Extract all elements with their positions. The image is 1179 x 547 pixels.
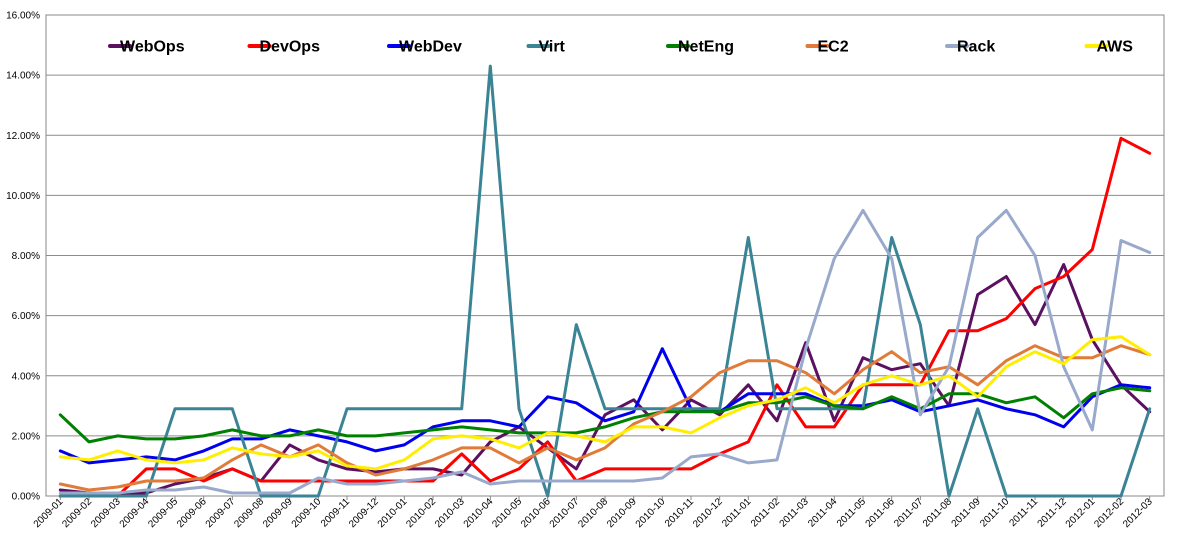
- legend-label-devops: DevOps: [260, 39, 321, 56]
- y-tick-label: 10.00%: [6, 191, 40, 202]
- x-tick-label: 2011-03: [778, 496, 812, 530]
- x-tick-label: 2011-09: [950, 496, 984, 530]
- legend-label-neteng: NetEng: [678, 39, 734, 56]
- x-tick-label: 2011-10: [978, 496, 1012, 530]
- x-tick-label: 2009-04: [118, 496, 152, 530]
- x-tick-label: 2010-08: [576, 496, 610, 530]
- series-line-neteng: [58, 386, 1152, 444]
- x-tick-label: 2011-08: [921, 496, 955, 530]
- x-tick-label: 2011-05: [835, 496, 869, 530]
- x-tick-label: 2011-07: [892, 496, 926, 530]
- series-line-rack: [58, 208, 1152, 495]
- x-tick-label: 2010-05: [490, 496, 524, 530]
- y-tick-label: 0.00%: [12, 492, 40, 503]
- x-tick-label: 2010-01: [376, 496, 410, 530]
- y-tick-label: 14.00%: [6, 71, 40, 82]
- legend-label-rack: Rack: [957, 39, 995, 56]
- x-tick-label: 2009-08: [232, 496, 266, 530]
- legend-label-aws: AWS: [1097, 39, 1134, 56]
- y-tick-label: 6.00%: [12, 311, 40, 322]
- x-tick-label: 2011-01: [720, 496, 754, 530]
- x-tick-label: 2009-11: [319, 496, 353, 530]
- x-tick-label: 2010-07: [548, 496, 582, 530]
- legend-label-virt: Virt: [539, 39, 566, 56]
- y-axis-ticks: 0.00% 2.00% 4.00% 6.00% 8.00% 10.00% 12.00% 14.…: [6, 11, 40, 503]
- x-tick-label: 2009-09: [261, 496, 295, 530]
- x-tick-label: 2011-02: [749, 496, 783, 530]
- x-tick-label: 2012-03: [1121, 496, 1155, 530]
- x-tick-label: 2009-03: [89, 496, 123, 530]
- gridlines: [46, 74, 1164, 437]
- x-tick-label: 2011-11: [1007, 496, 1040, 529]
- legend: WebOps DevOps WebDev Virt NetEng EC2 Rack AWS: [108, 39, 1134, 56]
- x-tick-label: 2010-06: [519, 496, 553, 530]
- x-tick-label: 2011-06: [864, 496, 898, 530]
- series-line-virt: [58, 64, 1152, 498]
- x-tick-label: 2010-02: [404, 496, 438, 530]
- x-tick-label: 2009-07: [204, 496, 238, 530]
- x-tick-label: 2010-12: [691, 496, 725, 530]
- legend-label-webops: WebOps: [120, 39, 185, 56]
- y-tick-label: 12.00%: [6, 131, 40, 142]
- x-tick-label: 2012-01: [1064, 496, 1098, 530]
- x-tick-label: 2011-04: [806, 496, 840, 530]
- legend-label-ec2: EC2: [818, 39, 849, 56]
- x-tick-label: 2010-09: [605, 496, 639, 530]
- x-axis-ticks: 2009-012009-022009-032009-042009-052009-…: [32, 496, 1155, 530]
- x-tick-label: 2009-05: [146, 496, 180, 530]
- legend-label-webdev: WebDev: [399, 39, 462, 56]
- x-tick-label: 2009-10: [290, 496, 324, 530]
- y-tick-label: 8.00%: [12, 251, 40, 262]
- x-tick-label: 2009-06: [175, 496, 209, 530]
- x-tick-label: 2010-11: [663, 496, 697, 530]
- series-line-ec2: [58, 344, 1152, 492]
- y-tick-label: 2.00%: [12, 431, 40, 442]
- series-line-devops: [58, 136, 1152, 498]
- series-lines: [58, 64, 1152, 498]
- x-tick-label: 2010-10: [634, 496, 668, 530]
- x-tick-label: 2010-03: [433, 496, 467, 530]
- x-tick-label: 2011-12: [1036, 496, 1070, 530]
- y-tick-label: 4.00%: [12, 371, 40, 382]
- x-tick-label: 2010-04: [462, 496, 496, 530]
- x-tick-label: 2009-02: [60, 496, 94, 530]
- series-line-aws: [58, 335, 1152, 471]
- x-tick-label: 2012-02: [1092, 496, 1126, 530]
- y-tick-label: 16.00%: [6, 11, 40, 22]
- x-tick-label: 2009-12: [347, 496, 381, 530]
